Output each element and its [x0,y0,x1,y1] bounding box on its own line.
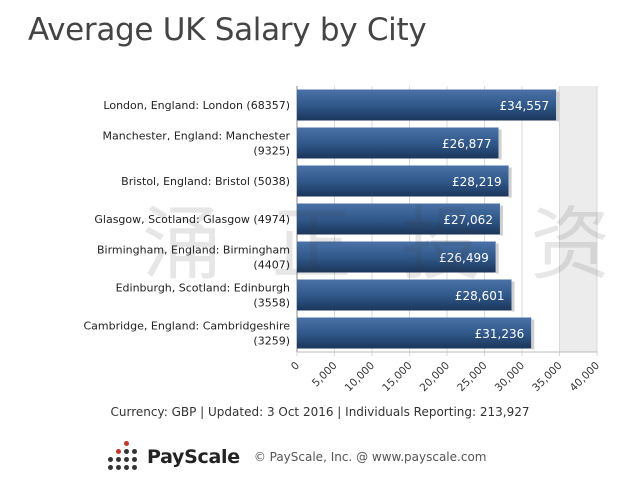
category-label: (3558) [253,297,290,310]
category-label: Edinburgh, Scotland: Edinburgh [116,282,290,295]
plot-shaded-band [559,86,597,352]
bar [297,317,532,349]
x-tick-label: 10,000 [343,360,377,394]
bar [297,89,557,121]
logo-dot [116,449,121,454]
category-label: Bristol, England: Bristol (5038) [121,175,290,188]
category-label: (9325) [253,145,290,158]
logo-dot [124,449,129,454]
x-tick-label: 5,000 [310,360,340,390]
category-label: Glasgow, Scotland: Glasgow (4974) [94,213,290,226]
logo-dot [124,465,129,470]
bar [297,241,496,273]
chart-footer-info: Currency: GBP | Updated: 3 Oct 2016 | In… [110,405,530,419]
category-label: Birmingham, England: Birmingham [97,244,290,257]
bar [297,127,499,159]
category-label: (3259) [253,335,290,348]
logo-dot [124,441,129,446]
logo-dot [132,449,137,454]
payscale-logo-icon [108,441,140,473]
bar [297,279,512,311]
payscale-branding: PayScale © PayScale, Inc. @ www.payscale… [108,440,486,474]
logo-dot [116,457,121,462]
bar-value-label: £34,557 [500,99,550,113]
category-label: London, England: London (68357) [103,99,290,112]
bar [297,203,500,235]
x-tick-label: 0 [289,360,302,373]
bar-shadow [511,281,515,312]
logo-dot [124,457,129,462]
brand-copyright: © PayScale, Inc. @ www.payscale.com [253,450,487,464]
logo-dot [108,465,113,470]
bar-value-label: £26,499 [439,251,489,265]
x-tick-label: 40,000 [568,360,602,394]
bar-value-label: £27,062 [443,213,493,227]
x-tick-label: 30,000 [493,360,527,394]
x-tick-label: 20,000 [418,360,452,394]
bar-value-label: £31,236 [475,327,525,341]
x-tick-label: 25,000 [455,360,489,394]
bar-chart: £34,557 £26,877 £28,219 £27,062 £26,499 £28,6… [83,86,602,394]
chart-title: Average UK Salary by City [28,12,427,48]
bar-shadow [508,167,512,198]
brand-name: PayScale [147,446,240,468]
x-tick-label: 15,000 [380,360,414,394]
bar-shadow [495,243,499,274]
category-label: (4407) [253,259,290,272]
bar-shadow [499,205,503,236]
bar-value-label: £26,877 [442,137,492,151]
bar-value-label: £28,219 [452,175,502,189]
category-label: Manchester, England: Manchester [103,130,291,143]
bar-shadow [498,129,502,160]
category-label: Cambridge, England: Cambridgeshire [83,320,290,333]
logo-dot [132,465,137,470]
logo-dot [108,457,113,462]
bar [297,165,509,197]
bar-value-label: £28,601 [455,289,505,303]
logo-dot [132,457,137,462]
logo-dot [116,465,121,470]
bar-shadow [531,319,535,350]
bar-shadow [556,91,560,122]
x-tick-label: 35,000 [530,360,564,394]
